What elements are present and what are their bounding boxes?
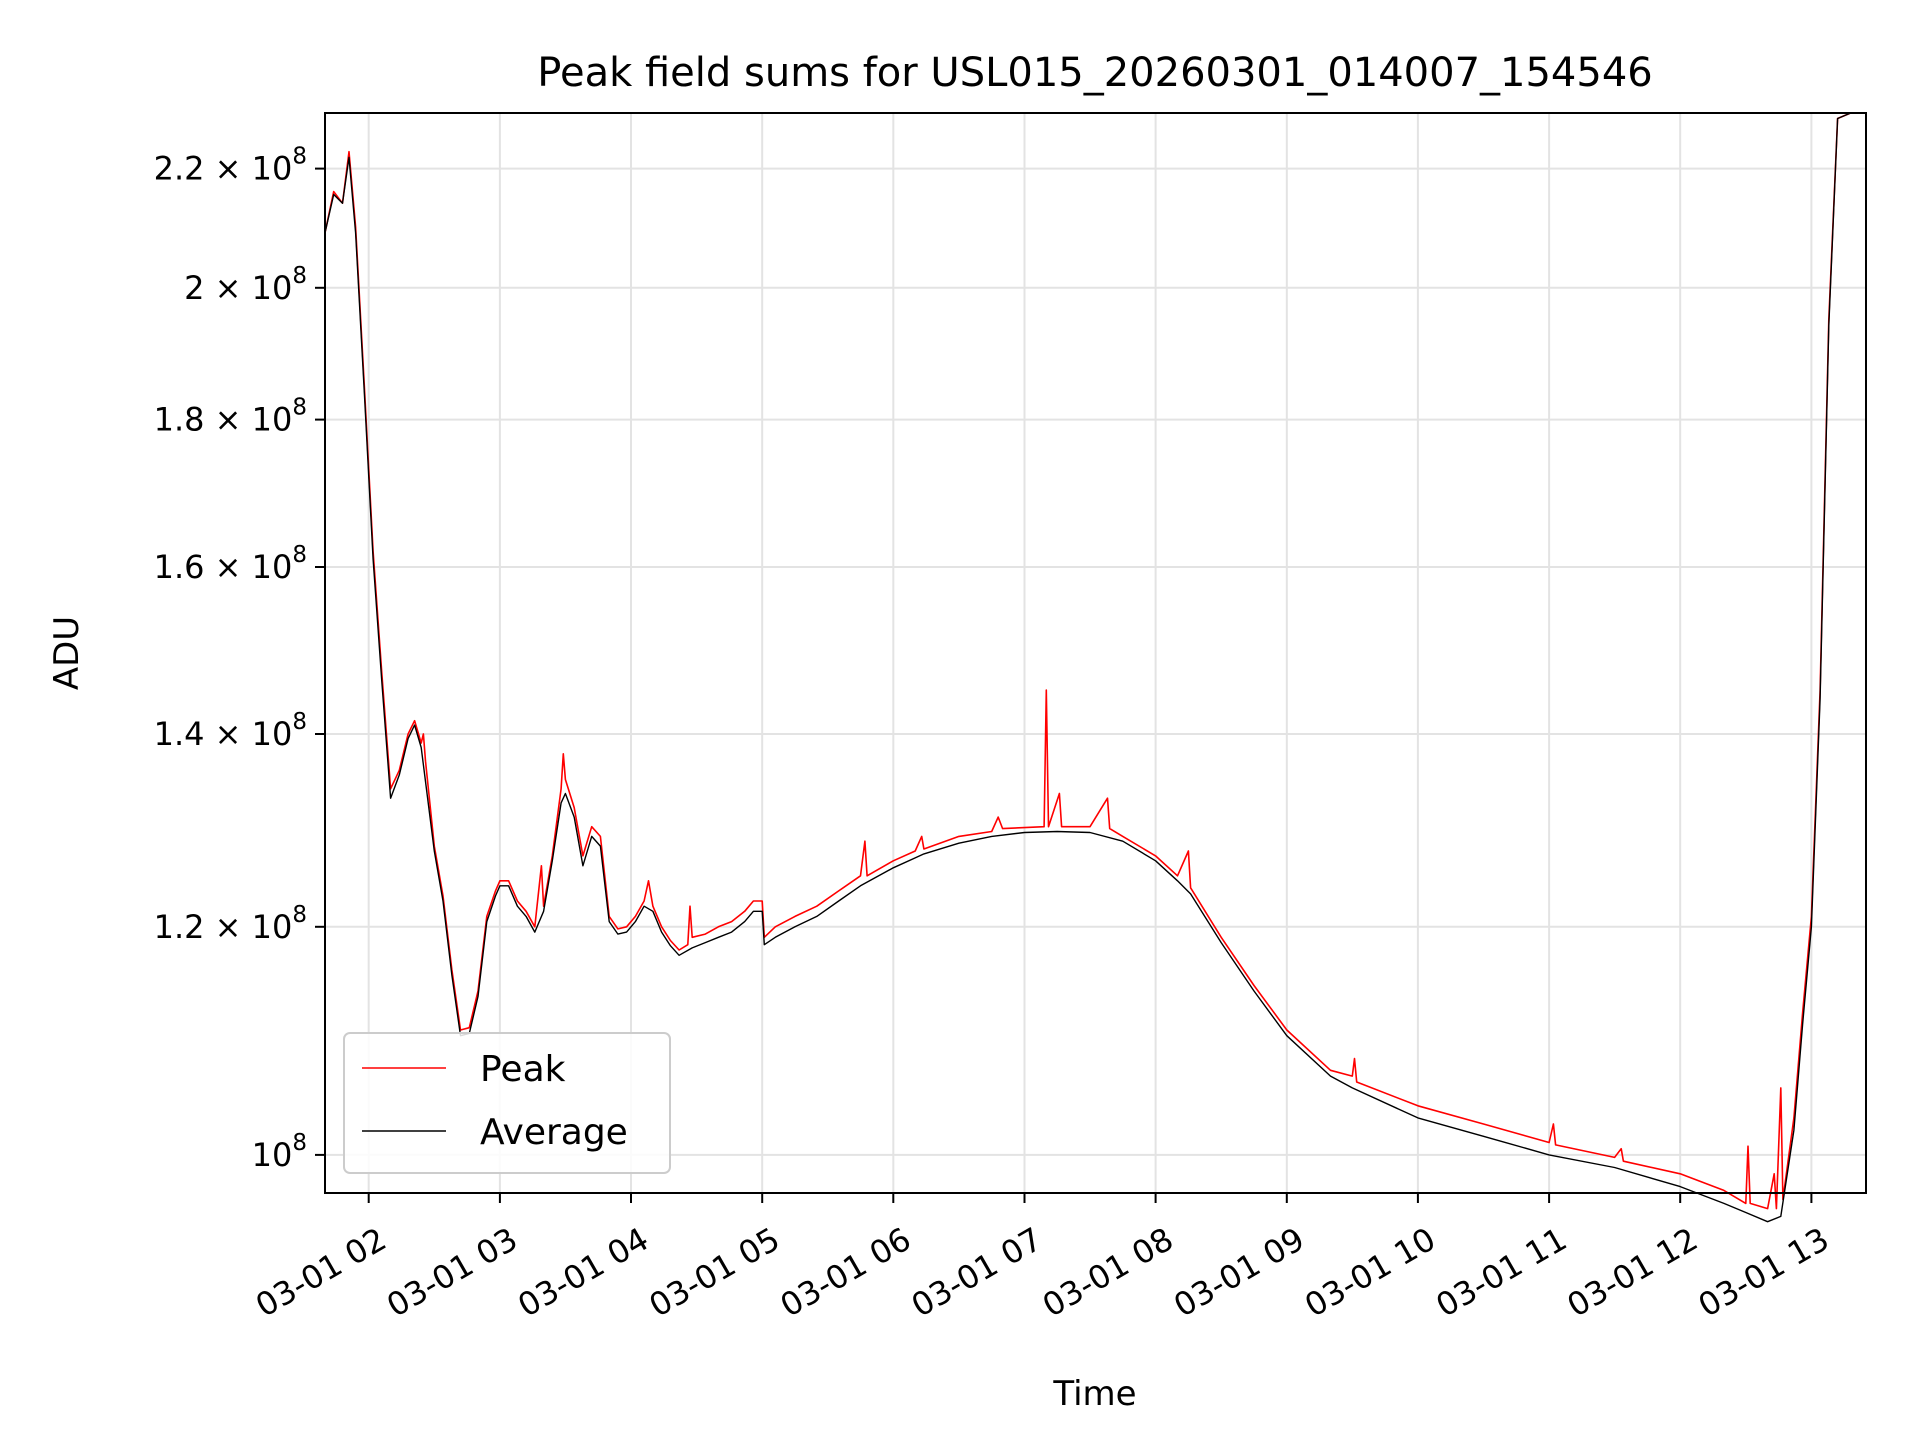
- y-tick-label-base: 10: [252, 1136, 293, 1174]
- y-tick-label-base: 1.2 × 10: [154, 908, 293, 946]
- plot-lines: [324, 112, 1866, 1223]
- legend-label-peak: Peak: [480, 1049, 566, 1090]
- series-line-peak: [324, 112, 1866, 1210]
- y-tick-label: 2.2 × 108: [154, 144, 307, 188]
- y-tick-label: 2 × 108: [184, 263, 307, 307]
- y-tick-label-exponent: 8: [292, 542, 307, 568]
- y-tick-label: 1.4 × 108: [154, 709, 307, 753]
- y-tick-label: 1.2 × 108: [154, 902, 307, 946]
- plot-frame: [324, 112, 1867, 1194]
- y-tick-label-exponent: 8: [292, 263, 307, 289]
- y-tick-label-exponent: 8: [292, 1130, 307, 1156]
- y-tick-label-base: 2 × 10: [184, 269, 292, 307]
- y-tick-label-base: 1.4 × 10: [154, 715, 293, 753]
- x-axis-label: Time: [1052, 1374, 1136, 1414]
- y-tick-label-base: 1.8 × 10: [154, 401, 293, 439]
- y-tick-label-base: 2.2 × 10: [154, 150, 293, 188]
- grid: [325, 113, 1866, 1193]
- y-tick-label-exponent: 8: [292, 144, 307, 170]
- legend: Peak Average: [343, 1032, 671, 1174]
- y-tick-label: 1.6 × 108: [154, 542, 307, 586]
- y-tick-label-base: 1.6 × 10: [154, 548, 293, 586]
- y-tick-label-exponent: 8: [292, 395, 307, 421]
- y-tick-label-exponent: 8: [292, 902, 307, 928]
- chart-title: Peak field sums for USL015_20260301_0140…: [537, 50, 1652, 96]
- y-axis-label: ADU: [47, 616, 87, 690]
- series-line-average: [324, 112, 1866, 1223]
- y-tick-label: 1.8 × 108: [154, 395, 307, 439]
- y-tick-label: 108: [252, 1130, 307, 1174]
- y-tick-label-exponent: 8: [292, 709, 307, 735]
- legend-label-average: Average: [480, 1112, 628, 1153]
